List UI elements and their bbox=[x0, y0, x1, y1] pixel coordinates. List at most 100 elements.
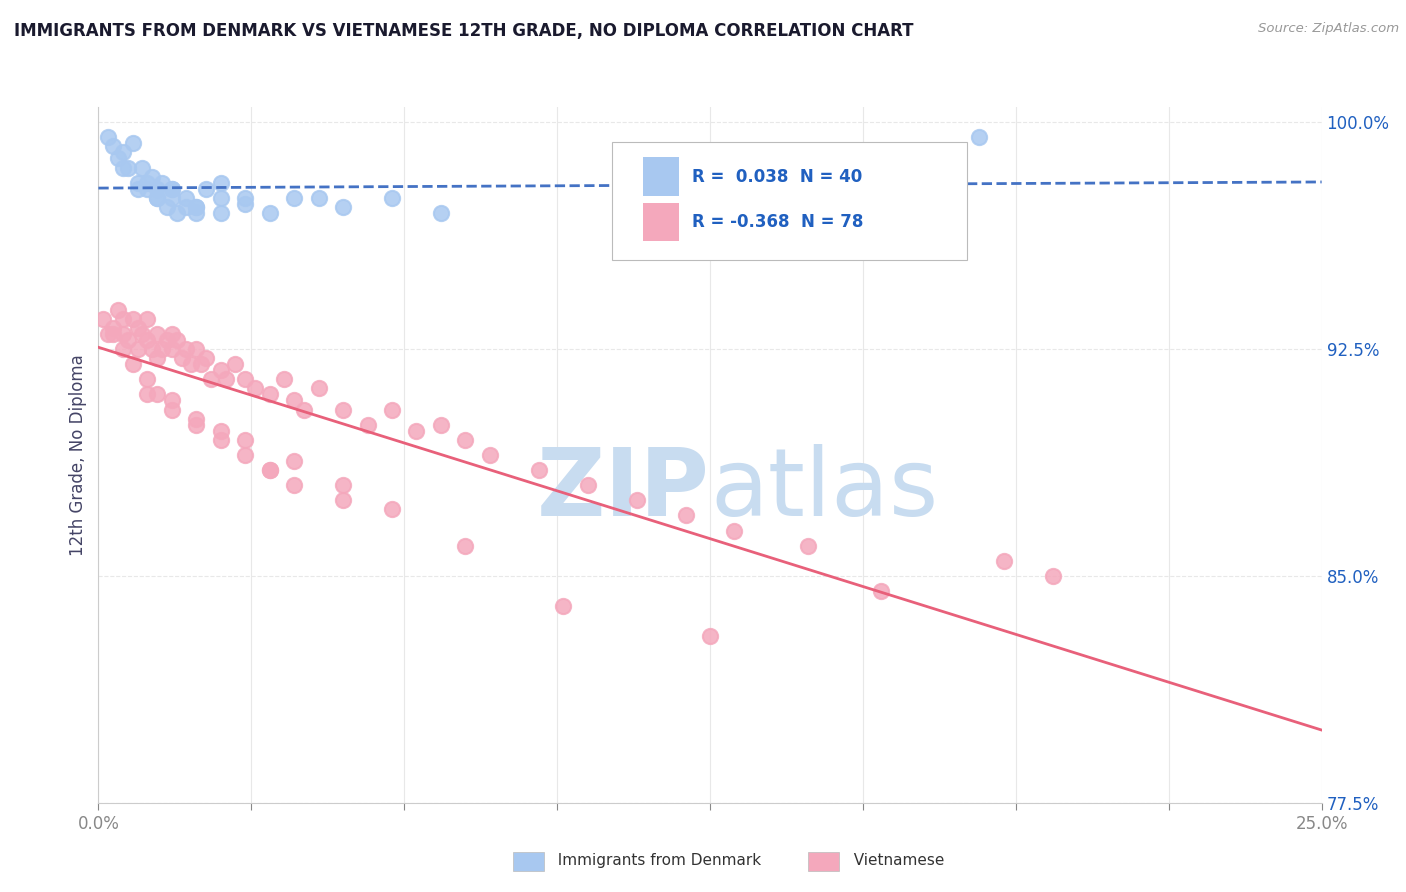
Point bbox=[136, 182, 159, 196]
Point bbox=[190, 357, 212, 371]
Point bbox=[176, 191, 198, 205]
Point bbox=[308, 191, 330, 205]
Point bbox=[127, 342, 149, 356]
Point bbox=[233, 191, 256, 205]
Point bbox=[176, 342, 198, 356]
Point bbox=[283, 191, 305, 205]
Point bbox=[146, 351, 169, 365]
Point bbox=[117, 333, 139, 347]
Point bbox=[160, 182, 183, 196]
Point bbox=[186, 200, 208, 214]
Point bbox=[283, 478, 305, 492]
Point bbox=[332, 402, 354, 417]
Point bbox=[292, 402, 315, 417]
Point bbox=[797, 539, 820, 553]
Point bbox=[195, 182, 218, 196]
Point bbox=[107, 302, 129, 317]
Text: R = -0.368  N = 78: R = -0.368 N = 78 bbox=[692, 213, 863, 231]
Text: Source: ZipAtlas.com: Source: ZipAtlas.com bbox=[1258, 22, 1399, 36]
Point bbox=[91, 311, 114, 326]
FancyBboxPatch shape bbox=[643, 158, 679, 195]
Point bbox=[356, 417, 378, 432]
Point bbox=[699, 629, 721, 643]
Point bbox=[259, 463, 281, 477]
Point bbox=[131, 161, 153, 175]
Point bbox=[200, 372, 222, 386]
Point bbox=[186, 206, 208, 220]
Point bbox=[209, 206, 232, 220]
Point bbox=[160, 393, 183, 408]
Point bbox=[332, 200, 354, 214]
Point bbox=[576, 478, 599, 492]
Point bbox=[146, 191, 169, 205]
Point bbox=[273, 372, 295, 386]
Point bbox=[259, 206, 281, 220]
Point bbox=[136, 387, 159, 401]
Point bbox=[146, 326, 169, 341]
Point bbox=[308, 381, 330, 395]
Point bbox=[97, 326, 120, 341]
Point bbox=[381, 502, 404, 516]
Point bbox=[283, 454, 305, 468]
Point bbox=[156, 200, 179, 214]
Point bbox=[150, 176, 173, 190]
Point bbox=[186, 342, 208, 356]
Point bbox=[870, 584, 893, 599]
Point bbox=[111, 326, 134, 341]
Point bbox=[381, 191, 404, 205]
Point bbox=[166, 206, 188, 220]
Point bbox=[723, 524, 745, 538]
Point bbox=[209, 424, 232, 438]
Point bbox=[209, 363, 232, 377]
Point bbox=[233, 197, 256, 211]
Point bbox=[146, 387, 169, 401]
Point bbox=[141, 342, 163, 356]
Point bbox=[675, 508, 697, 523]
Point bbox=[160, 342, 183, 356]
Point bbox=[146, 191, 169, 205]
Point bbox=[195, 351, 218, 365]
Point bbox=[136, 176, 159, 190]
Point bbox=[111, 145, 134, 160]
Point bbox=[111, 342, 134, 356]
Point bbox=[146, 182, 169, 196]
Point bbox=[553, 599, 575, 614]
Point bbox=[405, 424, 427, 438]
Text: ZIP: ZIP bbox=[537, 443, 710, 536]
Point bbox=[454, 433, 477, 447]
Point bbox=[209, 191, 232, 205]
Point bbox=[527, 463, 550, 477]
Point bbox=[150, 342, 173, 356]
Point bbox=[107, 152, 129, 166]
Point bbox=[332, 493, 354, 508]
Point bbox=[127, 321, 149, 335]
Point bbox=[121, 357, 143, 371]
Text: Vietnamese: Vietnamese bbox=[844, 854, 943, 868]
Point bbox=[186, 200, 208, 214]
Point bbox=[136, 311, 159, 326]
Point bbox=[1042, 569, 1064, 583]
Point bbox=[224, 357, 246, 371]
Point bbox=[233, 433, 256, 447]
Point bbox=[160, 182, 183, 196]
Point bbox=[156, 333, 179, 347]
Point bbox=[127, 176, 149, 190]
Y-axis label: 12th Grade, No Diploma: 12th Grade, No Diploma bbox=[69, 354, 87, 556]
Point bbox=[430, 417, 453, 432]
Text: Immigrants from Denmark: Immigrants from Denmark bbox=[548, 854, 762, 868]
Point bbox=[626, 493, 648, 508]
Point bbox=[233, 448, 256, 462]
Point bbox=[259, 387, 281, 401]
Point bbox=[111, 161, 134, 175]
Point bbox=[160, 402, 183, 417]
Point bbox=[967, 130, 990, 145]
Point bbox=[381, 402, 404, 417]
Point bbox=[160, 326, 183, 341]
Point bbox=[209, 433, 232, 447]
Point bbox=[176, 200, 198, 214]
Point bbox=[131, 326, 153, 341]
Point bbox=[170, 351, 193, 365]
Point bbox=[101, 139, 124, 153]
Point bbox=[283, 393, 305, 408]
Text: IMMIGRANTS FROM DENMARK VS VIETNAMESE 12TH GRADE, NO DIPLOMA CORRELATION CHART: IMMIGRANTS FROM DENMARK VS VIETNAMESE 12… bbox=[14, 22, 914, 40]
